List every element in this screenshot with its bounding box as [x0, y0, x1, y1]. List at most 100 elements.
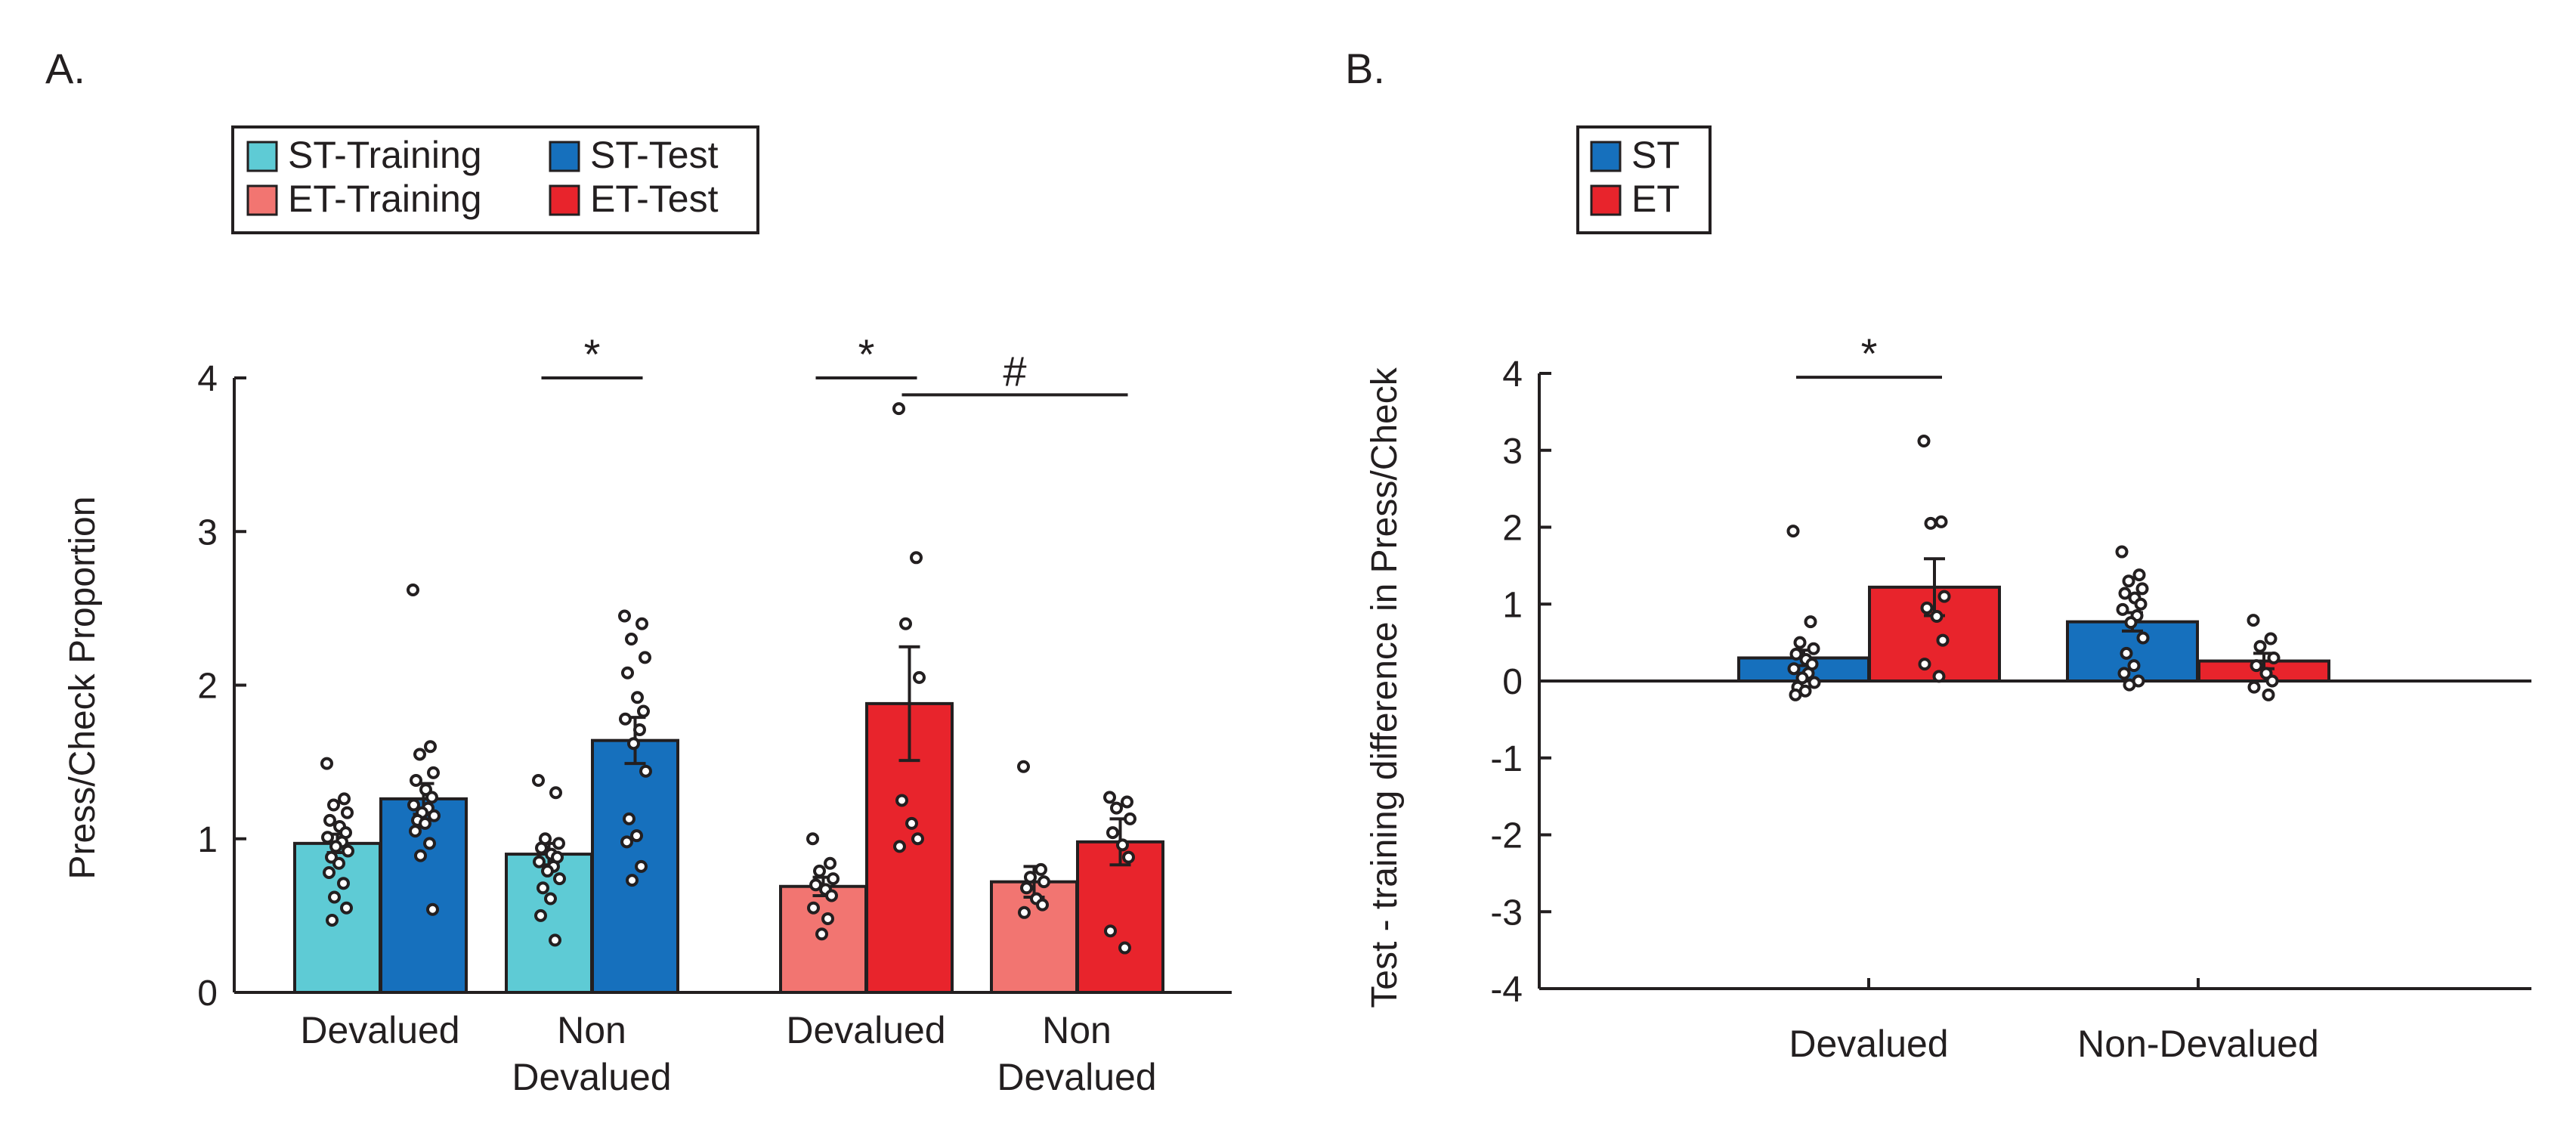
data-point — [1018, 905, 1031, 919]
x-category-label: Devalued — [786, 1009, 945, 1051]
data-point — [407, 798, 420, 812]
data-point — [327, 798, 340, 812]
data-point — [633, 723, 646, 736]
data-point — [1804, 615, 1817, 629]
data-point — [549, 786, 562, 800]
data-point — [2132, 568, 2146, 582]
data-point — [1808, 676, 1821, 689]
data-point — [1116, 838, 1129, 852]
y-tick-label: 1 — [1502, 585, 1523, 625]
data-point — [627, 737, 640, 751]
data-point — [1932, 670, 1946, 683]
data-point — [619, 712, 632, 726]
data-point — [1924, 516, 1937, 530]
data-point — [639, 651, 651, 664]
data-point — [827, 872, 840, 886]
data-point — [1937, 590, 1951, 603]
data-point — [824, 856, 837, 870]
data-point — [425, 791, 438, 804]
data-point — [1017, 760, 1030, 773]
data-point — [2124, 616, 2138, 630]
data-point — [815, 927, 828, 941]
data-point — [2116, 602, 2129, 616]
data-point — [426, 902, 439, 916]
data-point — [1936, 633, 1950, 647]
x-category-label: Devalued — [1789, 1023, 1948, 1065]
y-tick-label: -2 — [1490, 816, 1523, 856]
data-point — [1024, 871, 1037, 884]
data-point — [825, 889, 838, 902]
data-point — [535, 841, 548, 855]
data-point — [428, 809, 441, 822]
data-point — [1122, 850, 1135, 864]
data-point — [1020, 881, 1033, 895]
data-point — [553, 872, 566, 886]
legend-swatch-et-training — [246, 184, 278, 216]
data-point — [807, 901, 820, 915]
data-point — [549, 933, 561, 947]
data-point — [630, 829, 643, 843]
data-point — [1118, 941, 1131, 955]
data-point — [2265, 674, 2279, 688]
data-point — [1807, 642, 1820, 655]
data-point — [618, 609, 631, 623]
chart-a: 0 1 2 3 4 * * # Devalued Non Devalued Devalued Non De… — [197, 330, 1232, 1098]
data-point — [533, 855, 546, 868]
data-point — [1789, 647, 1803, 661]
data-point — [427, 766, 440, 779]
data-point — [913, 670, 926, 684]
significance-hash: # — [1003, 347, 1026, 395]
data-point — [2115, 545, 2129, 559]
y-tick-label: 2 — [1502, 509, 1523, 549]
data-point — [639, 764, 652, 778]
data-point — [1106, 826, 1119, 840]
data-point — [2127, 659, 2141, 673]
data-point — [635, 859, 648, 873]
y-tick-label: -1 — [1490, 739, 1523, 779]
data-point — [337, 877, 350, 890]
panel-a-label: A. — [45, 45, 85, 92]
y-tick-label: 4 — [1502, 354, 1523, 395]
y-axis-title-a: Press/Check Proportion — [63, 497, 103, 880]
data-point — [2262, 688, 2275, 701]
data-point — [1793, 636, 1807, 649]
data-point — [2120, 646, 2133, 660]
panel-b-label: B. — [1345, 45, 1385, 92]
y-tick-label: 4 — [197, 359, 218, 399]
data-point — [620, 835, 633, 849]
legend-b: ST ET — [1576, 125, 1712, 234]
y-tick-label: 0 — [1502, 662, 1523, 702]
data-point — [2135, 582, 2149, 596]
y-tick-label: 1 — [197, 820, 218, 860]
bar-et-1 — [1868, 585, 2001, 683]
legend-label-et: ET — [1631, 178, 1680, 220]
data-point — [911, 832, 924, 846]
legend-label-et-test: ET-Test — [590, 178, 719, 220]
data-point — [809, 878, 822, 892]
data-point — [806, 832, 819, 846]
data-point — [892, 402, 905, 416]
bar-et-training-6 — [990, 880, 1078, 995]
data-point — [1787, 662, 1801, 676]
data-point — [821, 912, 834, 925]
data-point — [1036, 898, 1049, 912]
data-point — [321, 831, 334, 844]
data-point — [341, 806, 354, 819]
data-point — [637, 704, 650, 718]
data-point — [2253, 639, 2267, 653]
data-point — [2247, 614, 2260, 627]
data-point — [625, 633, 638, 646]
data-point — [552, 837, 565, 850]
data-point — [2118, 587, 2132, 600]
significance-star: * — [1861, 330, 1878, 377]
y-tick-label: 2 — [197, 667, 218, 707]
legend-label-st: ST — [1631, 134, 1680, 176]
x-category-label: Devalued — [997, 1056, 1156, 1098]
data-point — [320, 757, 333, 770]
data-point — [338, 792, 351, 806]
legend-label-st-training: ST-Training — [288, 134, 482, 176]
y-tick-label: -3 — [1490, 893, 1523, 933]
data-point — [544, 892, 557, 905]
data-point — [323, 865, 336, 879]
data-point — [2250, 659, 2263, 673]
